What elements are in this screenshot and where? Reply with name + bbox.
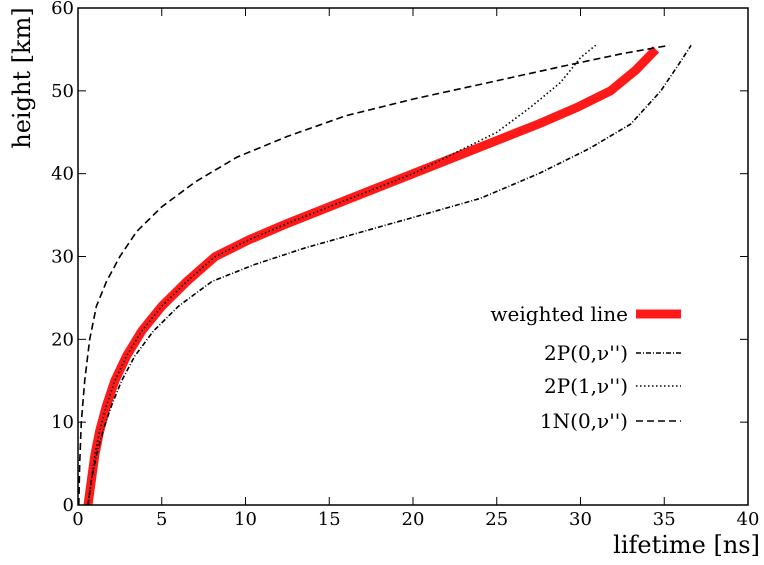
x-tick-label-6: 30 <box>569 509 592 530</box>
series-line-2 <box>87 44 597 506</box>
x-tick-label-2: 10 <box>234 509 257 530</box>
x-tick-label-4: 20 <box>402 509 425 530</box>
legend-label-3: 1N(0,ν'') <box>540 409 628 433</box>
x-tick-label-8: 40 <box>737 509 760 530</box>
y-tick-label-1: 10 <box>51 412 74 433</box>
x-axis-label: lifetime [ns] <box>613 531 760 559</box>
x-tick-label-3: 15 <box>318 509 341 530</box>
y-tick-label-6: 60 <box>51 0 74 19</box>
y-tick-label-2: 20 <box>51 329 74 350</box>
legend-label-0: weighted line <box>490 302 628 326</box>
x-tick-label-1: 5 <box>156 509 167 530</box>
y-tick-label-0: 0 <box>63 495 74 516</box>
series-line-1 <box>87 44 692 506</box>
x-tick-label-0: 0 <box>72 509 83 530</box>
y-tick-label-5: 50 <box>51 81 74 102</box>
y-axis-label: height [km] <box>8 7 36 148</box>
ticks-layer <box>77 7 749 506</box>
legend-label-2: 2P(1,ν'') <box>544 374 628 398</box>
y-tick-label-3: 30 <box>51 247 74 268</box>
x-tick-label-7: 35 <box>653 509 676 530</box>
x-tick-label-5: 25 <box>485 509 508 530</box>
legend-label-1: 2P(0,ν'') <box>544 341 628 365</box>
tick-labels: 0 5 10 15 20 25 30 35 40 0 10 20 30 40 50 60 <box>51 0 759 530</box>
series-layer <box>78 44 692 506</box>
plot-frame <box>77 7 749 506</box>
legend: weighted line 2P(0,ν'') 2P(1,ν'') 1N(0,ν'') <box>490 302 681 433</box>
series-line-3 <box>78 44 670 506</box>
y-tick-label-4: 40 <box>51 164 74 185</box>
series-line-0 <box>83 46 660 506</box>
